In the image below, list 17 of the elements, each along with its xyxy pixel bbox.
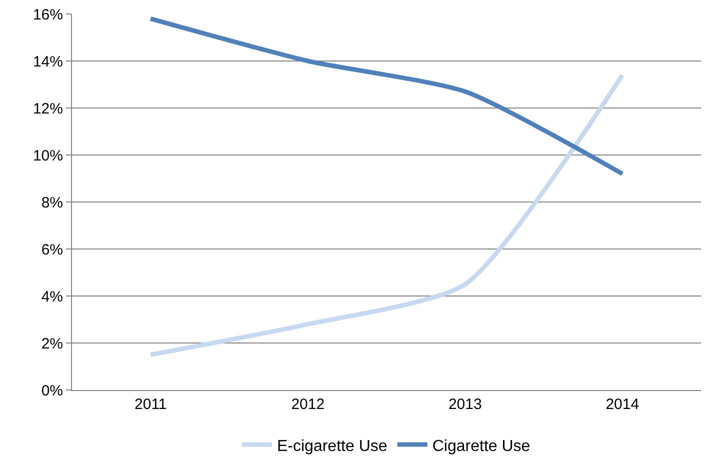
line-series (148, 16, 625, 176)
legend-label: E-cigarette Use (277, 438, 388, 455)
y-tick-label: 14% (32, 53, 63, 70)
y-tick-label: 2% (41, 335, 63, 352)
y-tick-label: 12% (32, 100, 63, 118)
y-tick-label: 0% (41, 382, 63, 400)
x-tick-label: 2012 (291, 396, 325, 413)
x-tick-label: 2011 (134, 396, 167, 413)
x-tick-label: 2014 (606, 396, 640, 413)
y-tick-label: 4% (41, 288, 63, 306)
line-series (148, 72, 625, 357)
y-tick-label: 10% (32, 147, 63, 164)
y-tick-label: 8% (41, 194, 63, 212)
x-tick-label: 2013 (448, 396, 482, 413)
y-tick-label: 6% (41, 241, 63, 258)
y-tick-label: 16% (32, 6, 63, 24)
legend-label: Cigarette Use (432, 438, 530, 455)
